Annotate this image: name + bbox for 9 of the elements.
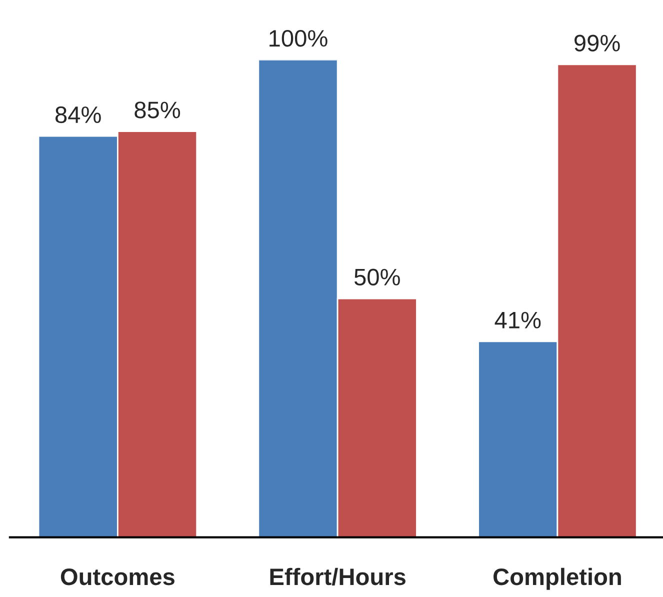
data-label: 100% [270, 30, 328, 47]
x-tick-label: Completion [494, 568, 621, 590]
data-label: 41% [494, 312, 541, 328]
x-tick-label: Effort/Hours [270, 568, 406, 586]
data-label: 50% [354, 268, 400, 286]
x-tick-label: Outcomes [60, 568, 174, 586]
data-label: 99% [574, 34, 620, 52]
data-label: 85% [134, 102, 180, 118]
data-label: 84% [56, 106, 101, 124]
